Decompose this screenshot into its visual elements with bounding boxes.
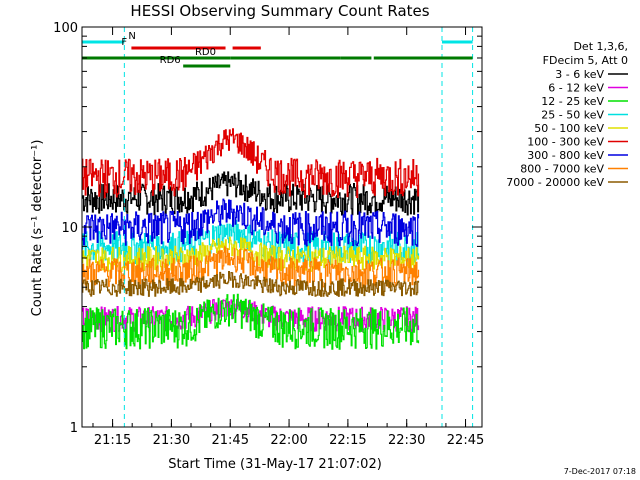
- axes: 21:15 21:30 21:45 22:00 22:15 22:30 22:45 1 10 10…: [53, 21, 484, 448]
- plot-area: [82, 27, 474, 427]
- x-tick-label: 22:00: [270, 433, 307, 448]
- legend-entry: 6 - 12 keV: [548, 82, 604, 95]
- legend-entry: 12 - 25 keV: [541, 95, 604, 108]
- x-tick-label: 21:15: [94, 433, 131, 448]
- legend-entry: 25 - 50 keV: [541, 109, 604, 122]
- legend-entry: 800 - 7000 keV: [520, 163, 604, 176]
- legend-header: FDecim 5, Att 0: [543, 54, 628, 67]
- x-axis-label: Start Time (31-May-17 21:07:02): [168, 457, 382, 472]
- x-tick-label: 22:30: [388, 433, 425, 448]
- flag-label: N: [128, 31, 135, 42]
- y-tick-label: 10: [61, 221, 78, 236]
- y-tick-label: 1: [70, 421, 78, 436]
- x-tick-label: 21:30: [153, 433, 190, 448]
- legend-entry: 300 - 800 keV: [527, 149, 604, 162]
- x-tick-label: 22:15: [329, 433, 366, 448]
- y-tick-label: 100: [53, 21, 78, 36]
- series-line: [82, 293, 420, 350]
- flags: NF RD0 RD6: [82, 31, 473, 68]
- series-line: [82, 171, 420, 216]
- legend-header: Det 1,3,6,: [573, 40, 628, 53]
- flag-label: RD6: [160, 55, 181, 66]
- series-line: [82, 128, 420, 199]
- legend-entry: 3 - 6 keV: [555, 68, 604, 81]
- series-line: [82, 198, 420, 247]
- y-axis-label: Count Rate (s⁻¹ detector⁻¹): [30, 140, 45, 317]
- flag-label: RD0: [195, 47, 216, 58]
- footer-date: 7-Dec-2017 07:18: [564, 467, 636, 476]
- legend-entry: 100 - 300 keV: [527, 136, 604, 149]
- flag-label: F: [121, 37, 127, 48]
- legend-entry: 7000 - 20000 keV: [506, 176, 604, 189]
- x-tick-label: 21:45: [212, 433, 249, 448]
- x-tick-label: 22:45: [447, 433, 484, 448]
- legend-entry: 50 - 100 keV: [534, 122, 604, 135]
- chart-title: HESSI Observing Summary Count Rates: [130, 2, 429, 20]
- series-line: [82, 271, 420, 297]
